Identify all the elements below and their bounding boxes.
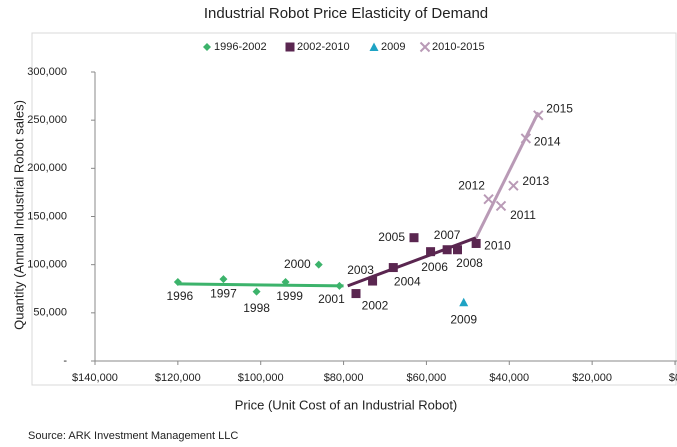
point xyxy=(335,281,344,290)
point-label: 1999 xyxy=(276,289,303,303)
y-tick-label: 100,000 xyxy=(27,259,67,271)
y-tick-label: 200,000 xyxy=(27,162,67,174)
point-label: 1997 xyxy=(210,286,237,300)
legend-marker xyxy=(285,42,295,52)
point xyxy=(314,260,323,269)
y-tick-label: 300,000 xyxy=(27,66,67,78)
x-tick-label: $140,000 xyxy=(72,372,118,384)
point xyxy=(508,180,519,191)
point-label: 2009 xyxy=(450,312,477,326)
x-tick-label: $60,000 xyxy=(407,372,447,384)
legend-marker xyxy=(369,42,379,51)
y-tick-label: 150,000 xyxy=(27,210,67,222)
point xyxy=(351,289,361,299)
x-tick-label: $80,000 xyxy=(324,372,364,384)
y-tick-label: 250,000 xyxy=(27,114,67,126)
legend-label: 2009 xyxy=(381,41,405,53)
y-axis-title: Quantity (Annual Industrial Robot sales) xyxy=(11,100,26,330)
point xyxy=(533,110,544,121)
point-label: 2010 xyxy=(484,239,511,253)
legend-marker xyxy=(203,43,211,51)
point-label: 2008 xyxy=(456,256,483,270)
point xyxy=(368,276,378,286)
point-label: 2002 xyxy=(362,299,389,313)
point xyxy=(453,245,462,255)
point xyxy=(252,287,261,296)
point-label: 2000 xyxy=(284,257,311,271)
legend-label: 2010-2015 xyxy=(432,41,485,53)
x-tick-label: $40,000 xyxy=(489,372,529,384)
point xyxy=(495,200,507,212)
x-tick-label: $120,000 xyxy=(155,372,201,384)
point xyxy=(388,263,398,273)
point-label: 2011 xyxy=(510,208,536,222)
point-label: 2007 xyxy=(434,228,461,242)
point xyxy=(471,238,481,248)
point xyxy=(281,278,290,287)
legend-label: 2002-2010 xyxy=(297,41,350,53)
point xyxy=(173,278,182,287)
point xyxy=(219,275,228,284)
point-label: 2015 xyxy=(546,102,573,116)
plot-frame xyxy=(31,32,677,386)
source-note: Source: ARK Investment Management LLC xyxy=(28,430,238,442)
point-label: 2006 xyxy=(421,260,448,274)
point xyxy=(442,245,452,255)
point xyxy=(426,247,436,257)
point-label: 2003 xyxy=(347,263,374,277)
x-axis-title: Price (Unit Cost of an Industrial Robot) xyxy=(235,397,458,412)
y-tick-label: - xyxy=(63,355,67,367)
chart-title: Industrial Robot Price Elasticity of Dem… xyxy=(204,5,488,22)
x-tick-label: $100,000 xyxy=(238,372,284,384)
point-label: 1998 xyxy=(243,301,270,315)
point-label: 2013 xyxy=(522,174,549,188)
point xyxy=(459,297,469,307)
legend-label: 1996-2002 xyxy=(214,41,267,53)
legend-marker xyxy=(419,41,431,53)
x-tick-label: $20,000 xyxy=(572,372,612,384)
point xyxy=(520,133,532,144)
x-tick-label: $0 xyxy=(669,372,677,384)
point-label: 1996 xyxy=(167,289,194,303)
point xyxy=(409,233,419,243)
point-label: 2005 xyxy=(378,230,405,244)
trend-line xyxy=(474,111,540,239)
point-label: 2012 xyxy=(458,178,485,192)
point-label: 2001 xyxy=(318,292,345,306)
point xyxy=(483,193,494,205)
point-label: 2004 xyxy=(394,275,421,289)
point-label: 2014 xyxy=(534,135,561,149)
y-tick-label: 50,000 xyxy=(33,307,67,319)
trend-line xyxy=(177,282,344,288)
